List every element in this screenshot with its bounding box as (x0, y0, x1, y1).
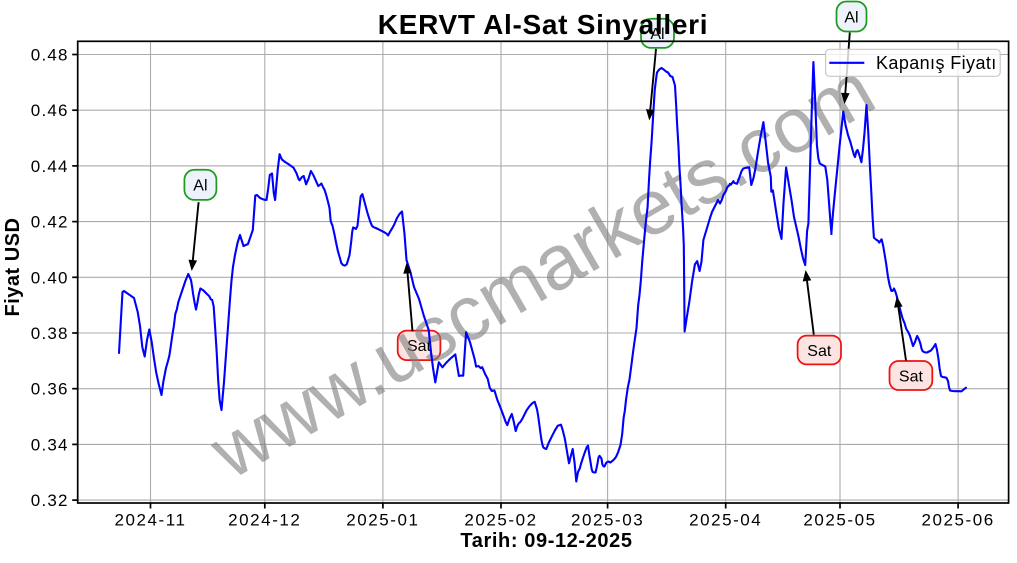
svg-text:Sat: Sat (407, 338, 432, 355)
svg-text:Fiyat USD: Fiyat USD (2, 218, 24, 317)
svg-text:2024-11: 2024-11 (115, 511, 187, 530)
svg-text:0.40: 0.40 (31, 268, 69, 287)
svg-text:0.48: 0.48 (31, 46, 69, 65)
svg-text:KERVT Al-Sat Sinyalleri: KERVT Al-Sat Sinyalleri (378, 9, 708, 40)
svg-text:Al: Al (650, 26, 664, 43)
svg-text:2024-12: 2024-12 (228, 511, 301, 530)
svg-text:2025-02: 2025-02 (464, 511, 537, 530)
svg-text:Kapanış Fiyatı: Kapanış Fiyatı (876, 53, 997, 73)
svg-text:2025-06: 2025-06 (921, 511, 994, 530)
svg-text:Al: Al (193, 178, 207, 195)
svg-text:2025-04: 2025-04 (689, 511, 762, 530)
svg-text:Sat: Sat (807, 343, 832, 360)
svg-text:0.36: 0.36 (31, 380, 69, 399)
svg-text:2025-03: 2025-03 (571, 511, 644, 530)
svg-text:0.46: 0.46 (31, 101, 69, 120)
svg-text:0.34: 0.34 (31, 435, 69, 454)
svg-text:2025-05: 2025-05 (803, 511, 876, 530)
svg-text:0.42: 0.42 (31, 213, 69, 232)
svg-text:Tarih: 09-12-2025: Tarih: 09-12-2025 (460, 530, 632, 552)
svg-text:Al: Al (844, 9, 858, 26)
svg-text:0.38: 0.38 (31, 324, 69, 343)
svg-text:2025-01: 2025-01 (346, 511, 419, 530)
svg-text:0.32: 0.32 (31, 491, 69, 510)
svg-text:0.44: 0.44 (31, 157, 69, 176)
svg-text:Sat: Sat (899, 369, 924, 386)
